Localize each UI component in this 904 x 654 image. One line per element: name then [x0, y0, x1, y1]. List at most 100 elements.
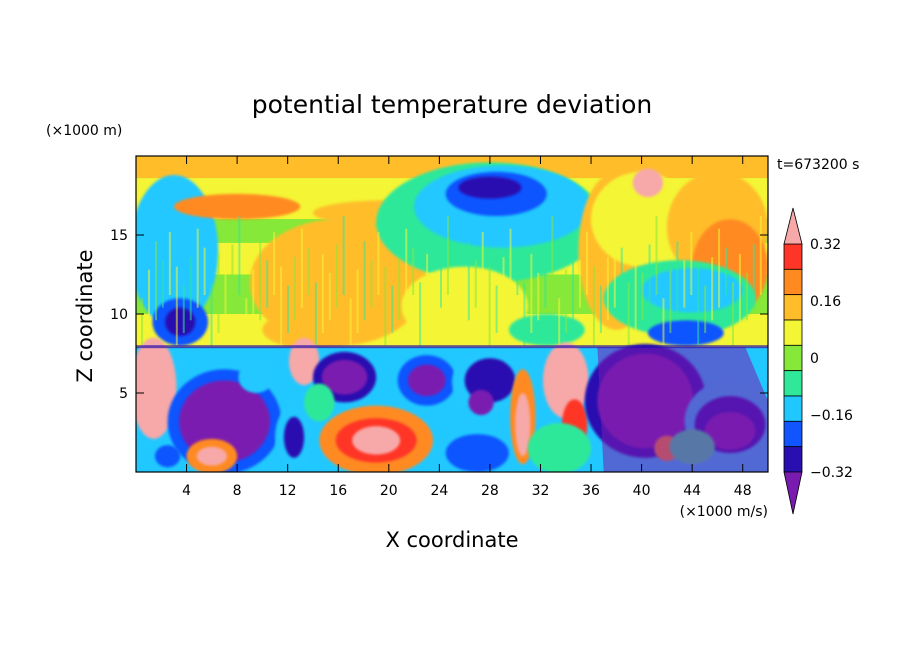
upper-streak [565, 269, 568, 333]
upper-streak [530, 253, 533, 333]
colorbar-tick-label: 0.32 [810, 237, 841, 253]
upper-streak [405, 228, 408, 308]
upper-streak [252, 269, 255, 333]
colorbar-segment [783, 370, 803, 397]
lower-cell [515, 393, 531, 457]
time-label: t=673200 s [777, 157, 859, 173]
colorbar-segment [783, 268, 803, 296]
lower-cell [238, 361, 274, 394]
colorbar-tick-label: 0.16 [810, 294, 841, 310]
upper-streak [683, 260, 686, 308]
upper-streak [655, 216, 658, 296]
x-tick-label: 44 [683, 483, 701, 499]
interface-line [136, 345, 768, 349]
upper-streak [141, 298, 144, 346]
upper-streak [592, 266, 595, 346]
x-tick-label: 8 [233, 483, 242, 499]
lower-layer [136, 337, 768, 472]
upper-streak [627, 282, 630, 346]
upper-streak [300, 228, 303, 308]
upper-streak [356, 269, 359, 333]
upper-streak [224, 272, 227, 321]
lower-cell [136, 337, 177, 439]
upper-streak [168, 231, 171, 296]
upper-streak [189, 257, 192, 321]
colorbar-tick-label: −0.16 [810, 408, 853, 424]
upper-streak [579, 260, 582, 308]
upper-layer [136, 156, 768, 349]
upper-streak [391, 285, 394, 333]
upper-streak [725, 247, 728, 296]
lower-wedge [597, 347, 768, 472]
upper-streak [662, 298, 665, 346]
upper-streak [426, 253, 429, 333]
upper-streak [488, 266, 491, 346]
upper-streak [467, 241, 470, 321]
upper-streak [759, 216, 762, 296]
colorbar-extend-top [783, 207, 803, 245]
upper-streak [161, 260, 164, 308]
upper-streak [384, 266, 387, 346]
upper-streak [433, 272, 436, 321]
x-tick-label: 20 [380, 483, 398, 499]
upper-streak [509, 228, 512, 308]
x-tick-label: 24 [430, 483, 448, 499]
upper-streak [558, 298, 561, 346]
colorbar-extend-bottom [783, 471, 803, 515]
chart-title: potential temperature deviation [252, 90, 652, 119]
upper-cell [632, 168, 664, 198]
x-tick-label: 28 [481, 483, 499, 499]
upper-streak [551, 216, 554, 296]
upper-streak [572, 241, 575, 321]
upper-cell [173, 193, 301, 220]
upper-streak [481, 231, 484, 296]
upper-streak [620, 247, 623, 296]
upper-streak [697, 266, 700, 346]
upper-streak [585, 231, 588, 296]
upper-streak [182, 285, 185, 333]
colorbar-segment [783, 344, 803, 372]
lower-cell [543, 342, 589, 419]
upper-cell [591, 171, 693, 267]
lower-cell [321, 359, 368, 395]
upper-streak [676, 241, 679, 321]
upper-streak [335, 244, 338, 308]
upper-streak [439, 244, 442, 308]
colorbar-segment [783, 319, 803, 346]
upper-streak [669, 269, 672, 333]
upper-streak [613, 228, 616, 308]
upper-streak [294, 257, 296, 321]
upper-streak [287, 285, 290, 333]
upper-streak [203, 247, 206, 296]
upper-streak [606, 257, 609, 321]
upper-streak [419, 282, 422, 346]
upper-streak [154, 241, 157, 321]
upper-streak [259, 241, 262, 321]
x-tick-label: 32 [532, 483, 550, 499]
lower-cell [352, 426, 401, 455]
upper-cell [165, 307, 196, 337]
x-tick-label: 4 [182, 483, 191, 499]
upper-streak [245, 298, 248, 346]
upper-streak [516, 247, 519, 296]
upper-streak [453, 298, 456, 346]
upper-streak [648, 244, 651, 308]
upper-streak [738, 253, 741, 333]
upper-cell [647, 320, 724, 346]
upper-streak [446, 216, 449, 296]
upper-streak [370, 260, 373, 308]
y-unit-label: (×1000 m) [46, 123, 122, 139]
upper-streak [280, 266, 283, 346]
y-tick-label: 5 [119, 386, 128, 402]
upper-streak [718, 228, 721, 308]
y-axis: 5 10 15 [110, 228, 768, 402]
x-tick-label: 16 [329, 483, 347, 499]
upper-streak [266, 260, 269, 308]
colorbar-segment [783, 446, 803, 473]
upper-streak [307, 247, 310, 296]
x-tick-label: 40 [633, 483, 651, 499]
lower-cell [283, 416, 305, 458]
upper-streak [238, 216, 241, 296]
upper-streak [196, 228, 199, 308]
upper-cell [458, 176, 522, 199]
